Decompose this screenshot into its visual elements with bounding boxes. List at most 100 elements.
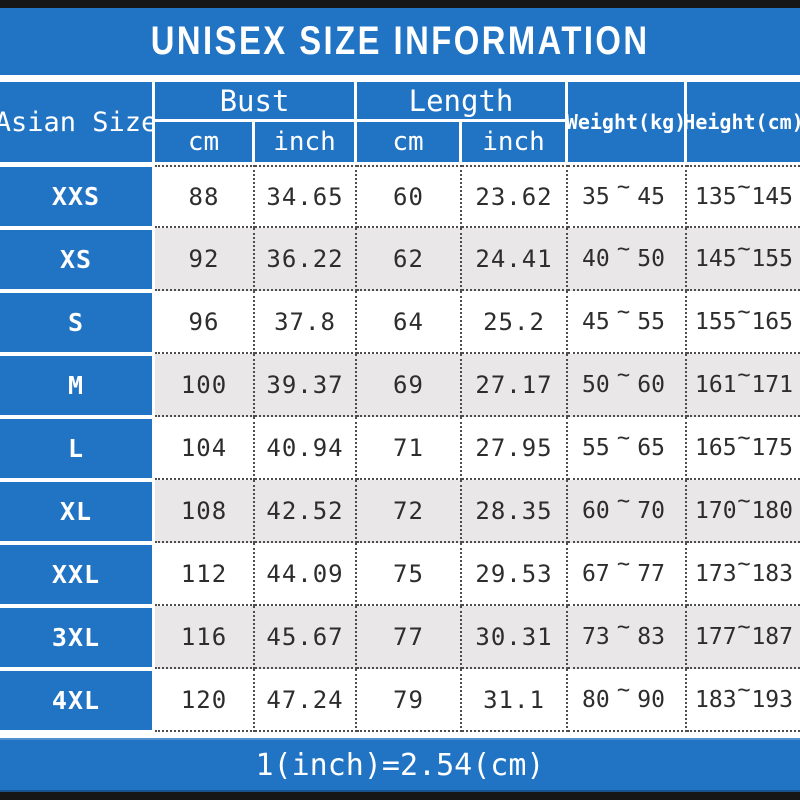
tilde-icon: ~ <box>737 175 751 200</box>
length-inch-value: 30.31 <box>462 606 568 669</box>
bust-inch-value: 47.24 <box>255 669 357 732</box>
weight-min: 60 <box>582 497 610 524</box>
table-row: L 104 40.94 71 27.95 55 ~65 165 ~175 <box>0 417 800 480</box>
height-range: 165 ~175 <box>687 417 800 480</box>
weight-min: 80 <box>582 686 610 713</box>
bust-inch-value: 39.37 <box>255 354 357 417</box>
table-body: XXS 88 34.65 60 23.62 35 ~45 135 ~145 XS 92 36.22 62… <box>0 165 800 732</box>
bust-cm-value: 120 <box>155 669 255 732</box>
height-range: 135 ~145 <box>687 165 800 228</box>
table-row: XL 108 42.52 72 28.35 60 ~70 170 ~180 <box>0 480 800 543</box>
weight-max: 45 <box>637 183 665 210</box>
size-label: XS <box>0 228 155 291</box>
length-cm-value: 69 <box>357 354 462 417</box>
height-min: 165 <box>695 434 737 461</box>
height-min: 177 <box>695 623 737 650</box>
bust-inch-value: 45.67 <box>255 606 357 669</box>
weight-range: 35 ~45 <box>568 165 687 228</box>
weight-max: 50 <box>637 245 665 272</box>
tilde-icon: ~ <box>737 552 751 577</box>
height-range: 183 ~193 <box>687 669 800 732</box>
height-max: 155 <box>751 245 793 272</box>
table-row: XXS 88 34.65 60 23.62 35 ~45 135 ~145 <box>0 165 800 228</box>
weight-min: 45 <box>582 308 610 335</box>
size-label: XXL <box>0 543 155 606</box>
weight-range: 50 ~60 <box>568 354 687 417</box>
col-header-bust-inch: inch <box>255 122 357 162</box>
height-max: 171 <box>751 371 793 398</box>
weight-min: 40 <box>582 245 610 272</box>
length-inch-value: 24.41 <box>462 228 568 291</box>
bust-inch-value: 40.94 <box>255 417 357 480</box>
col-header-weight: Weight(kg) <box>566 82 687 162</box>
bottom-black-bar <box>0 792 800 800</box>
height-max: 187 <box>751 623 793 650</box>
height-min: 183 <box>695 686 737 713</box>
bust-cm-value: 112 <box>155 543 255 606</box>
weight-min: 55 <box>582 434 610 461</box>
table-row: 4XL 120 47.24 79 31.1 80 ~90 183 ~193 <box>0 669 800 732</box>
weight-range: 73 ~83 <box>568 606 687 669</box>
bust-cm-value: 108 <box>155 480 255 543</box>
height-max: 180 <box>751 497 793 524</box>
weight-min: 73 <box>582 623 610 650</box>
page-title: UNISEX SIZE INFORMATION <box>150 19 650 63</box>
length-inch-value: 27.95 <box>462 417 568 480</box>
bust-inch-value: 44.09 <box>255 543 357 606</box>
col-header-length-cm: cm <box>357 122 462 162</box>
bust-inch-value: 36.22 <box>255 228 357 291</box>
weight-max: 90 <box>637 686 665 713</box>
table-row: S 96 37.8 64 25.2 45 ~55 155 ~165 <box>0 291 800 354</box>
size-label: L <box>0 417 155 480</box>
bust-inch-value: 37.8 <box>255 291 357 354</box>
length-cm-value: 71 <box>357 417 462 480</box>
length-inch-value: 28.35 <box>462 480 568 543</box>
weight-max: 70 <box>637 497 665 524</box>
title-banner: UNISEX SIZE INFORMATION <box>0 8 800 75</box>
weight-max: 83 <box>637 623 665 650</box>
length-cm-value: 62 <box>357 228 462 291</box>
size-label: S <box>0 291 155 354</box>
bust-cm-value: 92 <box>155 228 255 291</box>
tilde-icon: ~ <box>737 363 751 388</box>
height-min: 155 <box>695 308 737 335</box>
table-row: 3XL 116 45.67 77 30.31 73 ~83 177 ~187 <box>0 606 800 669</box>
height-max: 183 <box>751 560 793 587</box>
height-max: 175 <box>751 434 793 461</box>
length-inch-value: 31.1 <box>462 669 568 732</box>
height-min: 161 <box>695 371 737 398</box>
weight-range: 45 ~55 <box>568 291 687 354</box>
size-label: XXS <box>0 165 155 228</box>
col-header-asian-size: Asian Size <box>0 82 157 162</box>
length-cm-value: 72 <box>357 480 462 543</box>
length-inch-value: 29.53 <box>462 543 568 606</box>
weight-min: 35 <box>582 183 610 210</box>
tilde-icon: ~ <box>616 426 631 451</box>
table-row: M 100 39.37 69 27.17 50 ~60 161 ~171 <box>0 354 800 417</box>
tilde-icon: ~ <box>616 678 631 703</box>
bust-cm-value: 100 <box>155 354 255 417</box>
bust-inch-value: 34.65 <box>255 165 357 228</box>
height-range: 170 ~180 <box>687 480 800 543</box>
height-range: 155 ~165 <box>687 291 800 354</box>
height-min: 145 <box>695 245 737 272</box>
bust-cm-value: 96 <box>155 291 255 354</box>
weight-range: 55 ~65 <box>568 417 687 480</box>
weight-max: 55 <box>637 308 665 335</box>
col-header-length: Length <box>357 82 568 122</box>
conversion-note: 1(inch)=2.54(cm) <box>255 747 545 783</box>
tilde-icon: ~ <box>616 300 631 325</box>
weight-min: 50 <box>582 371 610 398</box>
length-inch-value: 25.2 <box>462 291 568 354</box>
weight-max: 77 <box>637 560 665 587</box>
tilde-icon: ~ <box>737 426 751 451</box>
table-row: XS 92 36.22 62 24.41 40 ~50 145 ~155 <box>0 228 800 291</box>
tilde-icon: ~ <box>737 489 751 514</box>
tilde-icon: ~ <box>616 363 631 388</box>
tilde-icon: ~ <box>737 615 751 640</box>
tilde-icon: ~ <box>616 552 631 577</box>
table-row: XXL 112 44.09 75 29.53 67 ~77 173 ~183 <box>0 543 800 606</box>
size-label: 4XL <box>0 669 155 732</box>
weight-range: 80 ~90 <box>568 669 687 732</box>
